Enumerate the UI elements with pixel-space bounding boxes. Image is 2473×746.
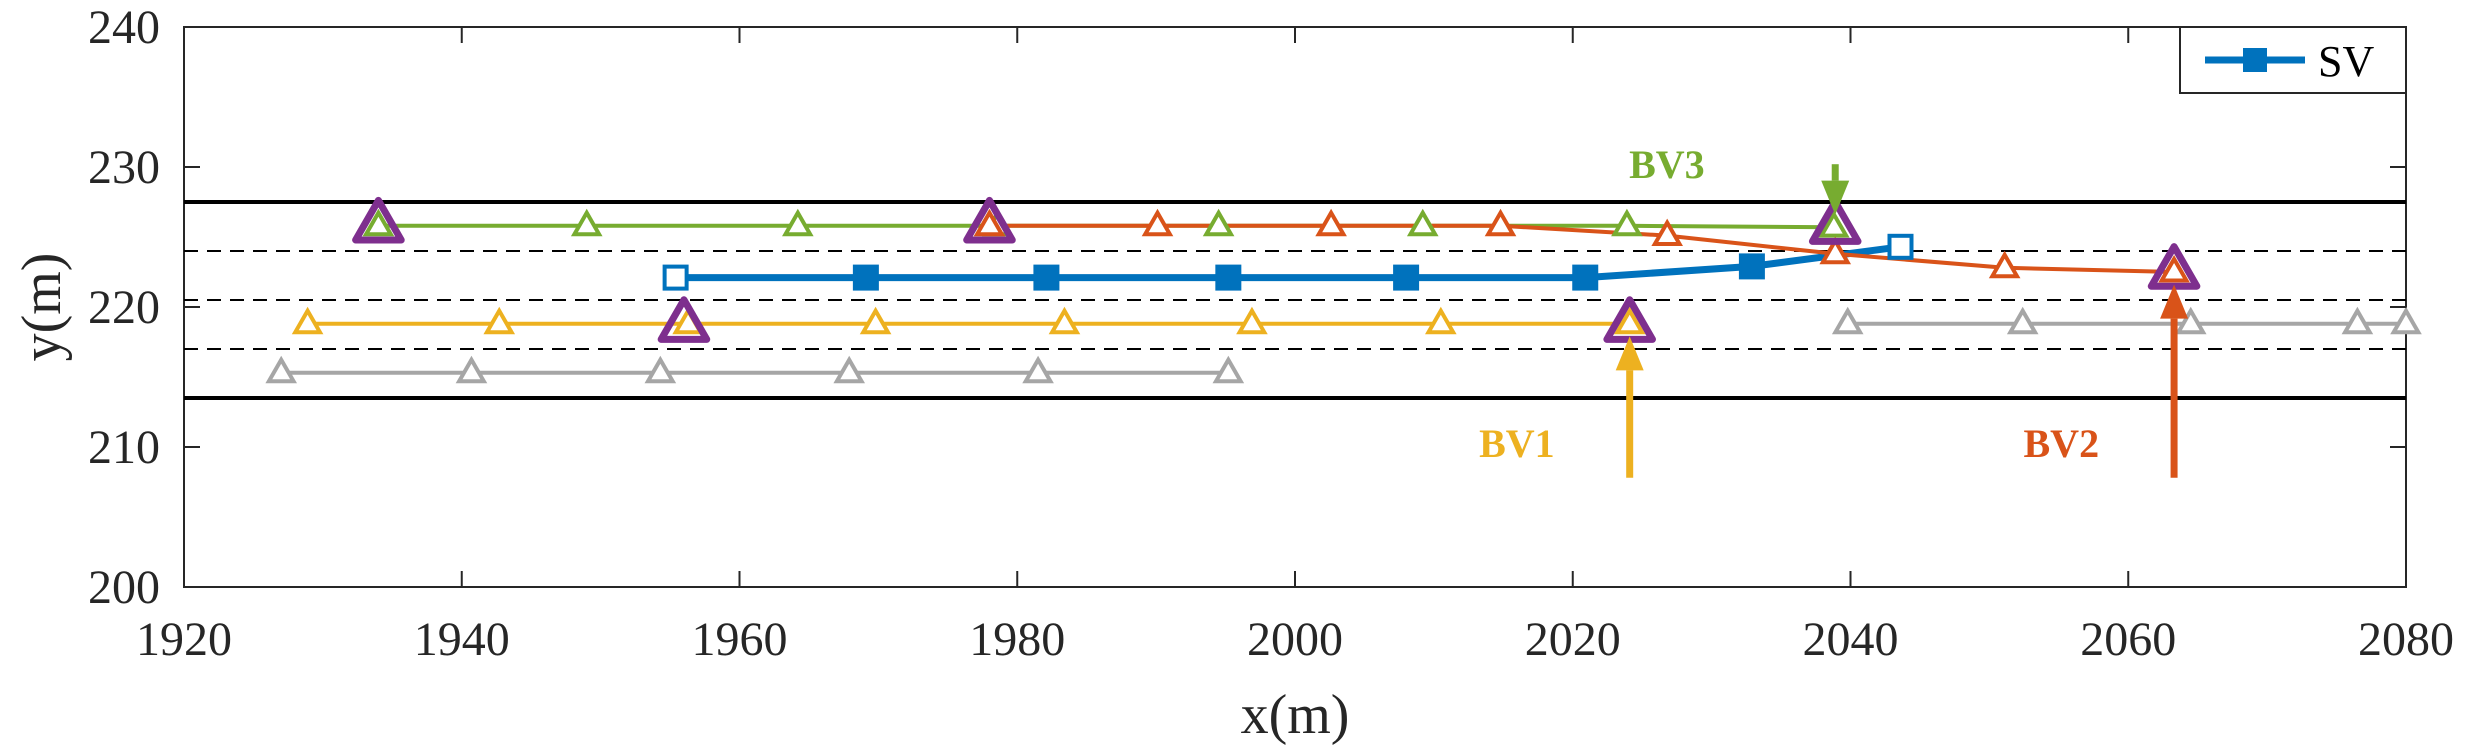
series-0-point-7 — [1887, 233, 1914, 260]
annotation-arrow-head-0 — [1821, 180, 1850, 215]
series-2-point-4 — [1048, 306, 1081, 335]
series-0-point-4 — [1393, 264, 1420, 291]
annotation-label-bv3: BV3 — [1629, 142, 1705, 187]
series-1-point-4 — [1202, 208, 1235, 237]
highlight-point-1 — [657, 296, 711, 343]
series-2-point-1 — [483, 306, 516, 335]
series-1-point-0 — [362, 208, 395, 237]
series-lines — [281, 223, 2406, 375]
x-tick-label-8: 2080 — [2358, 613, 2454, 666]
y-tick-label-2: 220 — [88, 281, 160, 334]
series-4-point-3 — [833, 355, 866, 384]
series-2-point-7 — [1613, 306, 1646, 335]
series-2-point-0 — [291, 306, 324, 335]
series-1-point-2 — [782, 208, 814, 237]
series-2-point-5 — [1236, 306, 1268, 335]
series-0-point-3 — [1215, 264, 1242, 291]
series-4-point-5 — [1212, 355, 1245, 384]
series-4-point-4 — [1022, 355, 1054, 384]
series-3-point-2 — [1315, 208, 1347, 237]
series-3-point-1 — [1141, 208, 1174, 237]
series-3-point-7 — [2158, 254, 2190, 283]
series-5-point-3 — [2341, 306, 2374, 335]
plot-area — [183, 26, 2407, 588]
series-3-point-6 — [1988, 250, 2021, 279]
x-tick-label-7: 2060 — [2080, 613, 2176, 666]
series-3-point-5 — [1819, 236, 1852, 265]
series-4-point-0 — [265, 355, 298, 384]
series-3-point-3 — [1484, 208, 1517, 237]
x-tick-label-0: 1920 — [136, 613, 232, 666]
highlight-point-2 — [963, 196, 1016, 244]
series-0-point-2 — [1033, 264, 1060, 291]
series-2-point-6 — [1425, 306, 1457, 335]
series-0-point-6 — [1738, 253, 1765, 280]
series-3-point-0 — [973, 208, 1006, 237]
series-5-point-4 — [2390, 306, 2422, 335]
y-tick-label-3: 230 — [88, 141, 160, 194]
annotation-arrow-head-1 — [1615, 336, 1644, 371]
series-2-point-3 — [859, 306, 892, 335]
series-5-point-1 — [2006, 306, 2039, 335]
y-tick-label-4: 240 — [88, 1, 160, 54]
y-axis-title: y(m) — [11, 253, 73, 362]
series-1-point-6 — [1611, 208, 1643, 237]
series-3-point-4 — [1651, 218, 1683, 247]
legend: SV — [2179, 26, 2407, 94]
annotation-arrow-head-2 — [2160, 284, 2189, 319]
series-0-point-0 — [662, 264, 689, 291]
lane-lines — [184, 200, 2406, 400]
annotations: BV3 BV1 BV2 — [1479, 142, 2189, 478]
y-tick-label-0: 200 — [88, 561, 160, 614]
x-axis-title: x(m) — [1241, 684, 1350, 746]
legend-marker-sv — [2243, 48, 2267, 72]
series-1-point-7 — [1818, 210, 1850, 238]
axes: 1920 1940 1960 1980 2000 2020 2040 2060 2080 200 2… — [88, 1, 2454, 666]
x-tick-label-5: 2020 — [1525, 613, 1621, 666]
x-tick-label-1: 1940 — [414, 613, 510, 666]
x-tick-label-2: 1960 — [692, 613, 788, 666]
series-line-3 — [989, 223, 2175, 274]
series-0-point-5 — [1572, 264, 1599, 291]
legend-label-sv: SV — [2318, 37, 2374, 86]
annotation-label-bv2: BV2 — [2024, 421, 2100, 466]
series-1-point-1 — [570, 208, 603, 237]
series-1-point-5 — [1406, 208, 1439, 237]
highlight-point-0 — [352, 196, 405, 244]
annotation-label-bv1: BV1 — [1479, 421, 1555, 466]
series-4-point-1 — [455, 355, 488, 384]
series-0-point-1 — [852, 264, 879, 291]
x-tick-label-3: 1980 — [969, 613, 1065, 666]
x-tick-label-6: 2040 — [1803, 613, 1899, 666]
highlight-point-4 — [1808, 198, 1862, 245]
y-tick-label-1: 210 — [88, 421, 160, 474]
x-tick-label-4: 2000 — [1247, 613, 1343, 666]
series-4-point-2 — [644, 355, 677, 384]
series-5-point-0 — [1831, 306, 1864, 335]
series-5-point-2 — [2174, 306, 2207, 335]
series-markers — [265, 208, 2422, 384]
series-line-0 — [675, 243, 1901, 282]
